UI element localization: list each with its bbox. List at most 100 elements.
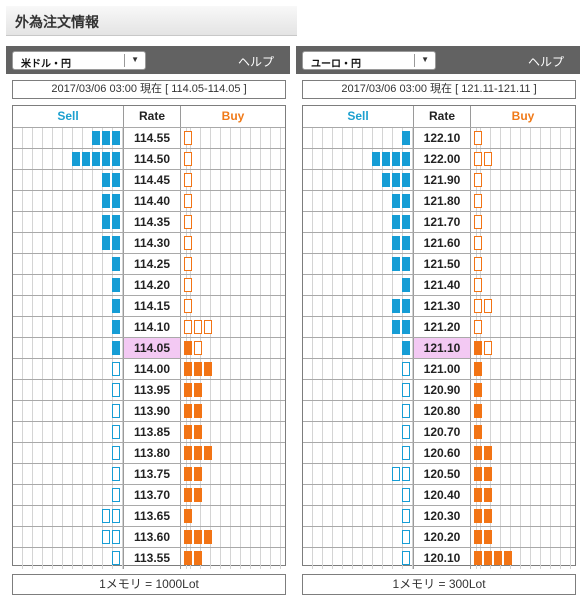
buy-order-block (184, 257, 192, 271)
table-row: 120.40 (303, 484, 575, 506)
rate-cell: 114.45 (123, 170, 181, 191)
sell-order-block (392, 194, 400, 208)
sell-cell (13, 359, 123, 380)
sell-cell (303, 380, 413, 401)
sell-order-block (402, 341, 410, 355)
unit-note: 1メモリ = 1000Lot (12, 574, 286, 595)
sell-order-block (402, 215, 410, 229)
sell-order-block (112, 467, 120, 481)
buy-order-block (194, 341, 202, 355)
sell-order-block (82, 152, 90, 166)
table-row: 121.30 (303, 295, 575, 317)
order-book-table: Sell Rate Buy 114.55 114.50 114.45 114.40 11… (12, 105, 286, 569)
sell-order-block (112, 404, 120, 418)
page-header: 外為注文情報 (6, 6, 297, 36)
rate-cell: 121.00 (413, 359, 471, 380)
rate-cell: 120.80 (413, 401, 471, 422)
sell-cell (303, 506, 413, 527)
table-row: 120.30 (303, 505, 575, 527)
table-row: 114.05 (13, 337, 285, 359)
rate-cell: 113.75 (123, 464, 181, 485)
table-row: 114.00 (13, 358, 285, 380)
sell-order-block (112, 488, 120, 502)
buy-cell (181, 254, 285, 275)
table-row: 113.60 (13, 526, 285, 548)
buy-order-block (184, 509, 192, 523)
buy-order-block (474, 257, 482, 271)
buy-cell (471, 296, 575, 317)
buy-order-block (484, 488, 492, 502)
help-link[interactable]: ヘルプ (237, 55, 274, 69)
sell-header: Sell (57, 109, 79, 123)
sell-order-block (102, 152, 110, 166)
panel-toolbar: ユーロ・円 ▼ ヘルプ (296, 46, 580, 74)
rate-cell: 113.70 (123, 485, 181, 506)
sell-cell (303, 464, 413, 485)
sell-cell (303, 254, 413, 275)
sell-order-block (112, 509, 120, 523)
rate-cell: 120.60 (413, 443, 471, 464)
buy-cell (181, 422, 285, 443)
rate-cell: 113.90 (123, 401, 181, 422)
sell-order-block (102, 215, 110, 229)
buy-order-block (504, 551, 512, 565)
rate-cell: 114.15 (123, 296, 181, 317)
buy-order-block (474, 362, 482, 376)
buy-cell (471, 401, 575, 422)
rate-cell: 121.70 (413, 212, 471, 233)
buy-cell (181, 128, 285, 149)
sell-cell (13, 422, 123, 443)
chevron-down-icon[interactable]: ▼ (131, 55, 139, 64)
rate-cell: 120.90 (413, 380, 471, 401)
sell-order-block (112, 236, 120, 250)
buy-cell (471, 443, 575, 464)
table-row: 114.25 (13, 253, 285, 275)
sell-order-block (402, 194, 410, 208)
currency-pair-value: 米ドル・円 (21, 59, 71, 70)
buy-order-block (204, 362, 212, 376)
sell-order-block (382, 173, 390, 187)
rate-cell: 113.80 (123, 443, 181, 464)
table-row: 120.60 (303, 442, 575, 464)
rate-cell: 121.50 (413, 254, 471, 275)
rate-cell: 121.90 (413, 170, 471, 191)
sell-order-block (392, 173, 400, 187)
currency-pair-select[interactable]: ユーロ・円 ▼ (302, 51, 436, 70)
sell-order-block (112, 446, 120, 460)
currency-pair-select[interactable]: 米ドル・円 ▼ (12, 51, 146, 70)
table-row: 121.00 (303, 358, 575, 380)
unit-note: 1メモリ = 300Lot (302, 574, 576, 595)
sell-cell (303, 317, 413, 338)
buy-order-block (474, 131, 482, 145)
sell-order-block (392, 152, 400, 166)
sell-order-block (402, 425, 410, 439)
buy-cell (471, 149, 575, 170)
buy-cell (181, 149, 285, 170)
chevron-down-icon[interactable]: ▼ (421, 55, 429, 64)
sell-cell (13, 443, 123, 464)
sell-order-block (102, 131, 110, 145)
table-row: 114.35 (13, 211, 285, 233)
help-link[interactable]: ヘルプ (527, 55, 564, 69)
sell-cell (303, 422, 413, 443)
buy-order-block (184, 236, 192, 250)
sell-header: Sell (347, 109, 369, 123)
buy-order-block (194, 530, 202, 544)
buy-order-block (184, 551, 192, 565)
buy-cell (181, 485, 285, 506)
table-row: 121.10 (303, 337, 575, 359)
buy-cell (181, 380, 285, 401)
sell-order-block (402, 131, 410, 145)
buy-order-block (474, 551, 482, 565)
buy-order-block (204, 446, 212, 460)
table-row: 113.55 (13, 547, 285, 569)
buy-order-block (184, 173, 192, 187)
sell-order-block (402, 383, 410, 397)
sell-order-block (402, 530, 410, 544)
rate-cell: 120.10 (413, 548, 471, 569)
buy-order-block (184, 131, 192, 145)
buy-order-block (484, 509, 492, 523)
buy-order-block (474, 236, 482, 250)
rate-cell: 114.40 (123, 191, 181, 212)
sell-cell (13, 149, 123, 170)
